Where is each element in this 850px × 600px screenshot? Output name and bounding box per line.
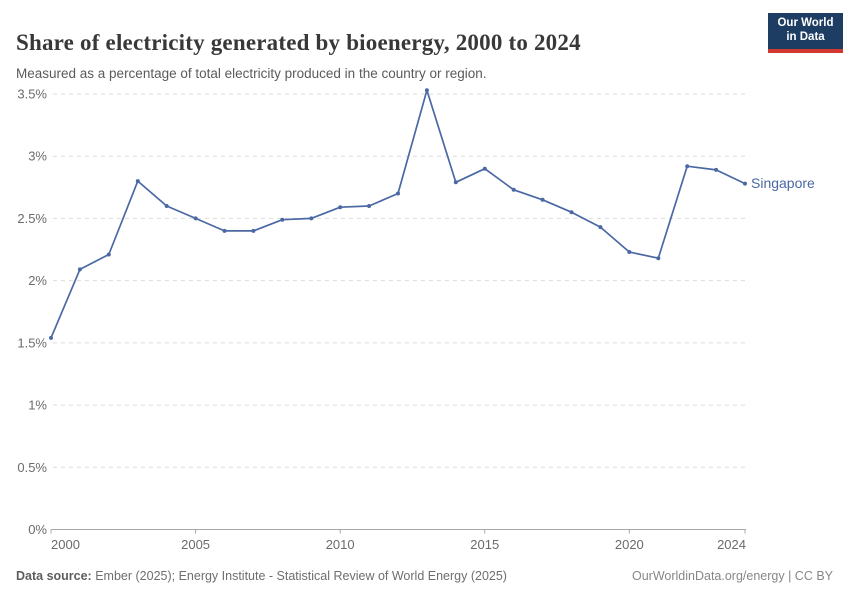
x-tick-label-2015: 2015	[470, 537, 499, 552]
data-point-2023	[714, 167, 719, 172]
data-point-2002	[106, 252, 111, 257]
x-tick-label-2020: 2020	[615, 537, 644, 552]
owid-logo-line1: Our World	[777, 17, 834, 29]
data-point-2014	[453, 180, 458, 185]
data-point-2017	[540, 197, 545, 202]
owid-logo[interactable]: Our World in Data	[768, 13, 843, 53]
data-point-2012	[396, 191, 400, 196]
data-point-2008	[280, 217, 285, 222]
x-tick-label-2024: 2024	[717, 537, 746, 552]
data-point-2018	[569, 210, 574, 215]
series-label-singapore[interactable]: Singapore	[751, 175, 815, 191]
data-point-2004	[164, 204, 169, 208]
data-point-2007	[251, 228, 256, 233]
data-point-2020	[627, 250, 632, 254]
page-subtitle: Measured as a percentage of total electr…	[16, 65, 487, 81]
data-point-2024	[743, 181, 747, 186]
chart-footer: Data source: Ember (2025); Energy Instit…	[16, 569, 833, 583]
data-point-2005	[193, 216, 198, 221]
data-point-2011	[367, 204, 372, 208]
data-source-label: Data source:	[16, 569, 92, 583]
y-tick-label-1: 1%	[28, 398, 47, 413]
data-source-note: Data source: Ember (2025); Energy Instit…	[16, 569, 507, 583]
data-point-2015	[482, 166, 487, 171]
data-point-2010	[338, 205, 343, 210]
owid-logo-line2: in Data	[786, 30, 825, 43]
page-title: Share of electricity generated by bioene…	[16, 30, 581, 56]
credit-link[interactable]: OurWorldinData.org/energy | CC BY	[631, 569, 833, 583]
x-tick-label-2010: 2010	[326, 537, 355, 552]
data-source-text: Ember (2025); Energy Institute - Statist…	[91, 569, 507, 583]
data-point-2001	[77, 267, 82, 272]
y-tick-label-3: 3%	[28, 149, 47, 164]
data-point-2019	[598, 225, 603, 230]
x-tick-label-2000: 2000	[51, 537, 80, 552]
data-point-2013	[424, 88, 429, 93]
data-point-2006	[222, 228, 227, 233]
y-tick-label-3.5: 3.5%	[17, 87, 47, 102]
x-tick-label-2005: 2005	[181, 537, 210, 552]
data-point-2000	[49, 335, 53, 340]
data-point-2009	[309, 216, 314, 221]
y-tick-label-0.5: 0.5%	[17, 460, 47, 475]
data-point-2003	[135, 179, 140, 184]
y-tick-label-2.5: 2.5%	[17, 211, 47, 226]
y-tick-label-2: 2%	[28, 273, 47, 288]
data-point-2016	[511, 187, 516, 192]
data-point-2022	[685, 164, 690, 169]
series-line-singapore	[50, 89, 746, 339]
y-tick-label-0: 0%	[28, 522, 47, 537]
data-point-2021	[656, 256, 661, 261]
y-tick-label-1.5: 1.5%	[17, 335, 47, 350]
